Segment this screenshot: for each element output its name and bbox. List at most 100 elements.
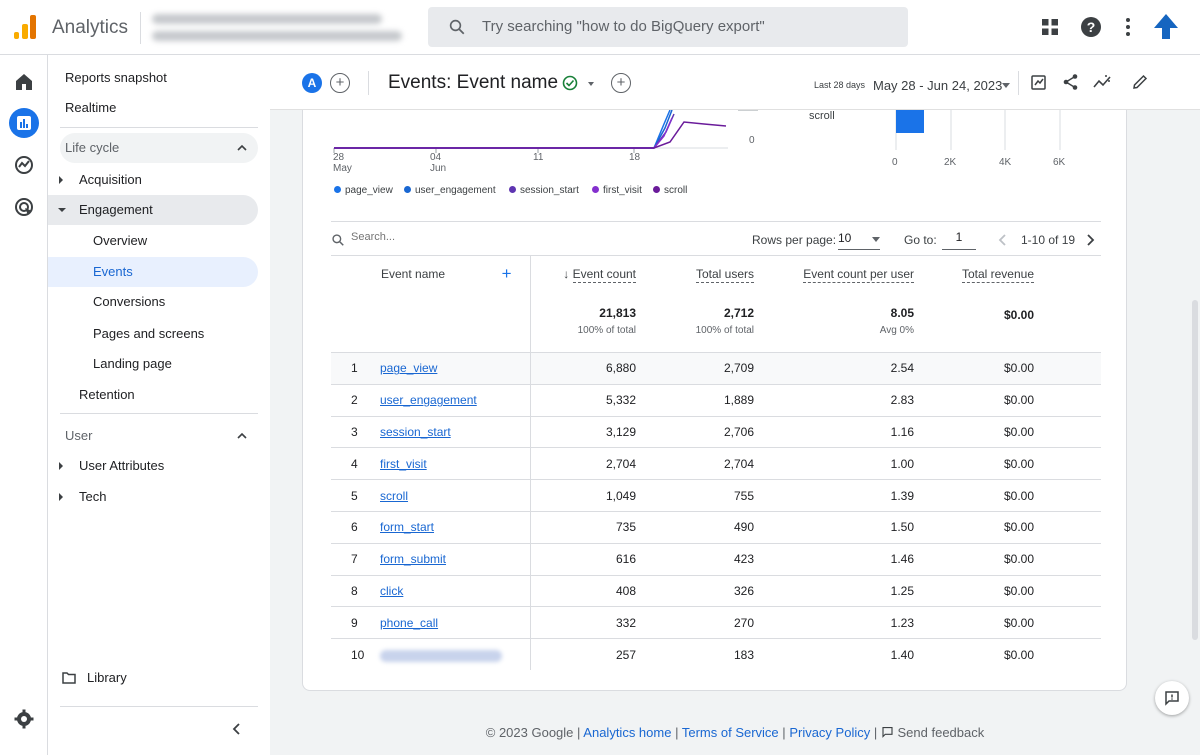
- nav-section-lifecycle[interactable]: Life cycle: [60, 133, 258, 163]
- nav-engagement[interactable]: Engagement: [48, 195, 258, 225]
- legend-item[interactable]: user_engagement: [404, 185, 496, 196]
- more-vert-icon[interactable]: [1116, 15, 1140, 39]
- table-row[interactable]: 9 phone_call 332 270 1.23 $0.00: [331, 606, 1101, 639]
- nav-acquisition[interactable]: Acquisition: [48, 165, 258, 195]
- event-name-link[interactable]: first_visit: [380, 456, 427, 471]
- event-name-link[interactable]: form_start: [380, 520, 435, 535]
- nav-user-attributes[interactable]: User Attributes: [48, 451, 258, 481]
- nav-divider: [60, 706, 258, 707]
- add-dimension-plus-icon[interactable]: +: [501, 264, 512, 283]
- footer-link-terms[interactable]: Terms of Service: [681, 725, 779, 740]
- chevron-up-icon: [237, 144, 247, 151]
- event-name-link[interactable]: user_engagement: [380, 393, 477, 408]
- totals-subtext: Avg 0%: [879, 325, 914, 337]
- folder-icon: [62, 672, 76, 684]
- footer-send-feedback[interactable]: Send feedback: [881, 725, 984, 740]
- admin-gear-icon[interactable]: [12, 707, 36, 731]
- y-tick-label: 0: [749, 135, 755, 146]
- nav-retention[interactable]: Retention: [79, 387, 135, 402]
- comparison-avatar[interactable]: A: [302, 73, 322, 93]
- date-dropdown-icon[interactable]: [1002, 83, 1010, 88]
- apps-grid-icon[interactable]: [1038, 15, 1062, 39]
- event-name-link[interactable]: form_submit: [380, 552, 447, 567]
- table-row[interactable]: 2 user_engagement 5,332 1,889 2.83 $0.00: [331, 383, 1101, 417]
- nav-landing-page[interactable]: Landing page: [93, 356, 172, 371]
- reports-icon[interactable]: [12, 111, 36, 135]
- event-name-link[interactable]: page_view: [380, 361, 438, 376]
- nav-pages-and-screens[interactable]: Pages and screens: [93, 326, 205, 341]
- nav-conversions[interactable]: Conversions: [93, 294, 166, 309]
- legend-item[interactable]: page_view: [334, 185, 393, 196]
- collapse-nav-chevron-icon[interactable]: [231, 722, 243, 736]
- table-row[interactable]: 7 form_submit 616 423 1.46 $0.00: [331, 542, 1101, 576]
- nav-reports-snapshot[interactable]: Reports snapshot: [65, 70, 167, 85]
- table-row[interactable]: 6 form_start 735 490 1.50 $0.00: [331, 510, 1101, 544]
- goto-page-input[interactable]: 1: [942, 228, 976, 250]
- add-comparison-button[interactable]: +: [330, 73, 350, 93]
- table-header-row: Event name + ↓ Event count Total users E…: [331, 255, 1101, 293]
- event-name-link[interactable]: scroll: [380, 488, 409, 503]
- date-range-picker[interactable]: May 28 - Jun 24, 2023: [873, 78, 1003, 93]
- table-row[interactable]: 8 click 408 326 1.25 $0.00: [331, 574, 1101, 607]
- insights-icon[interactable]: [1092, 73, 1112, 91]
- app-title[interactable]: Analytics: [52, 17, 129, 38]
- nav-library[interactable]: Library: [48, 663, 258, 693]
- totals-subtext: 100% of total: [577, 325, 636, 337]
- totals-value: 2,712: [723, 306, 754, 321]
- table-row[interactable]: 4 first_visit 2,704 2,704 1.00 $0.00: [331, 447, 1101, 480]
- rows-per-page-select[interactable]: 10: [838, 228, 880, 250]
- home-icon[interactable]: [12, 70, 36, 94]
- nav-tech[interactable]: Tech: [48, 482, 258, 512]
- table-row[interactable]: 10 257 183 1.40 $0.00: [331, 638, 1101, 671]
- check-circle-icon[interactable]: [562, 75, 578, 91]
- col-header-total-revenue[interactable]: Total revenue: [914, 256, 1034, 293]
- totals-row: 21,813 100% of total 2,712 100% of total 8…: [331, 292, 1101, 353]
- totals-per-user: 8.05 Avg 0%: [754, 293, 914, 353]
- analytics-logo-icon[interactable]: [14, 15, 36, 39]
- nav-section-user[interactable]: User: [60, 421, 258, 451]
- legend-item[interactable]: first_visit: [592, 185, 642, 196]
- table-row[interactable]: 1 page_view 6,880 2,709 2.54 $0.00: [331, 352, 1101, 385]
- legend-item[interactable]: scroll: [653, 185, 687, 196]
- account-picker[interactable]: [152, 10, 410, 44]
- add-filter-button[interactable]: +: [611, 73, 631, 93]
- footer-link-analytics-home[interactable]: Analytics home: [583, 725, 672, 740]
- col-header-event-name[interactable]: Event name +: [331, 255, 531, 293]
- prev-page-chevron-icon[interactable]: [997, 233, 1007, 247]
- row-spacer: [1034, 510, 1101, 544]
- event-name-link[interactable]: [380, 649, 502, 662]
- footer-link-privacy[interactable]: Privacy Policy: [789, 725, 871, 740]
- edit-pencil-icon[interactable]: [1131, 73, 1149, 91]
- col-header-total-users[interactable]: Total users: [636, 256, 754, 293]
- title-dropdown-icon[interactable]: [588, 82, 594, 86]
- customize-report-icon[interactable]: [1030, 73, 1048, 91]
- advertising-icon[interactable]: [12, 195, 36, 219]
- feedback-fab-button[interactable]: [1155, 681, 1189, 715]
- dropdown-arrow-icon: [872, 237, 880, 242]
- explore-icon[interactable]: [12, 153, 36, 177]
- col-header-event-count[interactable]: ↓ Event count: [530, 256, 636, 293]
- x-tick-month: Jun: [430, 163, 447, 174]
- search-bar[interactable]: Try searching "how to do BigQuery export…: [428, 7, 908, 47]
- page-title: Events: Event name: [388, 72, 559, 93]
- table-row[interactable]: 5 scroll 1,049 755 1.39 $0.00: [331, 479, 1101, 512]
- legend-item[interactable]: session_start: [509, 185, 579, 196]
- event-name-link[interactable]: session_start: [380, 424, 451, 439]
- share-icon[interactable]: [1062, 73, 1080, 91]
- help-icon[interactable]: ?: [1079, 15, 1103, 39]
- table-row[interactable]: 3 session_start 3,129 2,706 1.16 $0.00: [331, 415, 1101, 448]
- event-name-link[interactable]: phone_call: [380, 615, 439, 630]
- event-name-cell: scroll: [375, 479, 531, 512]
- nav-events[interactable]: Events: [48, 257, 258, 287]
- event-name-cell: user_engagement: [375, 383, 531, 417]
- col-header-event-count-per-user[interactable]: Event count per user: [754, 256, 914, 293]
- account-avatar-arrow-icon[interactable]: [1151, 11, 1181, 41]
- nav-library-label: Library: [87, 670, 127, 685]
- event-name-link[interactable]: click: [380, 583, 404, 598]
- next-page-chevron-icon[interactable]: [1086, 233, 1096, 247]
- table-search-input[interactable]: [351, 231, 521, 243]
- nav-realtime[interactable]: Realtime: [65, 100, 117, 115]
- top-app-bar: Analytics Try searching "how to do BigQu…: [0, 0, 1200, 55]
- nav-overview[interactable]: Overview: [93, 233, 148, 248]
- page-scrollbar[interactable]: [1192, 300, 1198, 640]
